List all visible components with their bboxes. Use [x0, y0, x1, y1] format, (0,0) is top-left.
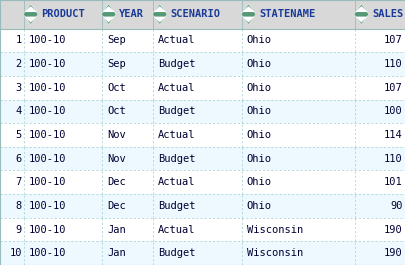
Polygon shape: [23, 4, 38, 24]
Text: Ohio: Ohio: [246, 59, 271, 69]
Text: 90: 90: [389, 201, 402, 211]
Text: Budget: Budget: [158, 154, 195, 164]
Polygon shape: [102, 6, 115, 12]
Polygon shape: [242, 6, 254, 12]
Polygon shape: [242, 17, 254, 23]
Polygon shape: [101, 4, 116, 24]
Text: 5: 5: [15, 130, 22, 140]
Text: 110: 110: [383, 154, 402, 164]
Polygon shape: [241, 4, 255, 24]
Text: Ohio: Ohio: [246, 201, 271, 211]
Bar: [0, 147, 405, 170]
Text: Ohio: Ohio: [246, 154, 271, 164]
Text: Oct: Oct: [107, 106, 126, 116]
Polygon shape: [152, 4, 166, 24]
Text: 100-10: 100-10: [29, 248, 66, 258]
Text: 9: 9: [15, 224, 22, 235]
Polygon shape: [153, 17, 166, 23]
Polygon shape: [24, 17, 37, 23]
Text: Actual: Actual: [158, 177, 195, 187]
Polygon shape: [24, 6, 37, 12]
Text: Ohio: Ohio: [246, 36, 271, 45]
Bar: [0, 76, 405, 100]
Text: 107: 107: [383, 36, 402, 45]
Text: Actual: Actual: [158, 83, 195, 93]
Polygon shape: [354, 6, 367, 12]
Text: Wisconsin: Wisconsin: [246, 248, 303, 258]
Text: PRODUCT: PRODUCT: [41, 9, 85, 19]
Bar: [0, 29, 405, 52]
Text: Budget: Budget: [158, 201, 195, 211]
Text: 114: 114: [383, 130, 402, 140]
Text: 100-10: 100-10: [29, 177, 66, 187]
Text: 100: 100: [383, 106, 402, 116]
Text: STATENAME: STATENAME: [258, 9, 315, 19]
Text: 3: 3: [15, 83, 22, 93]
Polygon shape: [153, 6, 166, 12]
Text: Wisconsin: Wisconsin: [246, 224, 303, 235]
Text: Budget: Budget: [158, 248, 195, 258]
Text: Ohio: Ohio: [246, 130, 271, 140]
Polygon shape: [102, 17, 115, 23]
Text: 100-10: 100-10: [29, 224, 66, 235]
Text: 1: 1: [15, 36, 22, 45]
Text: Budget: Budget: [158, 59, 195, 69]
Bar: [0, 218, 405, 241]
Text: SCENARIO: SCENARIO: [170, 9, 220, 19]
Text: Ohio: Ohio: [246, 177, 271, 187]
Text: 8: 8: [15, 201, 22, 211]
Text: 107: 107: [383, 83, 402, 93]
Bar: [0, 100, 405, 123]
Text: Dec: Dec: [107, 177, 126, 187]
Text: Actual: Actual: [158, 224, 195, 235]
Bar: [0, 52, 405, 76]
Text: Actual: Actual: [158, 36, 195, 45]
Text: Ohio: Ohio: [246, 83, 271, 93]
Text: Jan: Jan: [107, 248, 126, 258]
Text: SALES: SALES: [371, 9, 402, 19]
Text: 100-10: 100-10: [29, 83, 66, 93]
Bar: [0, 0, 405, 29]
Text: 100-10: 100-10: [29, 201, 66, 211]
Text: 110: 110: [383, 59, 402, 69]
Text: 100-10: 100-10: [29, 36, 66, 45]
Text: Ohio: Ohio: [246, 106, 271, 116]
Text: 7: 7: [15, 177, 22, 187]
Text: 100-10: 100-10: [29, 154, 66, 164]
Bar: [0, 194, 405, 218]
Text: 190: 190: [383, 224, 402, 235]
Text: 101: 101: [383, 177, 402, 187]
Text: 190: 190: [383, 248, 402, 258]
Bar: [0, 123, 405, 147]
Bar: [0, 170, 405, 194]
Text: Sep: Sep: [107, 59, 126, 69]
Text: Oct: Oct: [107, 83, 126, 93]
Text: Budget: Budget: [158, 106, 195, 116]
Text: Jan: Jan: [107, 224, 126, 235]
Text: YEAR: YEAR: [119, 9, 144, 19]
Polygon shape: [353, 4, 368, 24]
Polygon shape: [354, 17, 367, 23]
Text: Nov: Nov: [107, 154, 126, 164]
Text: 100-10: 100-10: [29, 130, 66, 140]
Text: 10: 10: [9, 248, 22, 258]
Text: Dec: Dec: [107, 201, 126, 211]
Text: 100-10: 100-10: [29, 106, 66, 116]
Text: Actual: Actual: [158, 130, 195, 140]
Text: 4: 4: [15, 106, 22, 116]
Text: 2: 2: [15, 59, 22, 69]
Text: 100-10: 100-10: [29, 59, 66, 69]
Text: 6: 6: [15, 154, 22, 164]
Bar: [0, 241, 405, 265]
Text: Nov: Nov: [107, 130, 126, 140]
Text: Sep: Sep: [107, 36, 126, 45]
